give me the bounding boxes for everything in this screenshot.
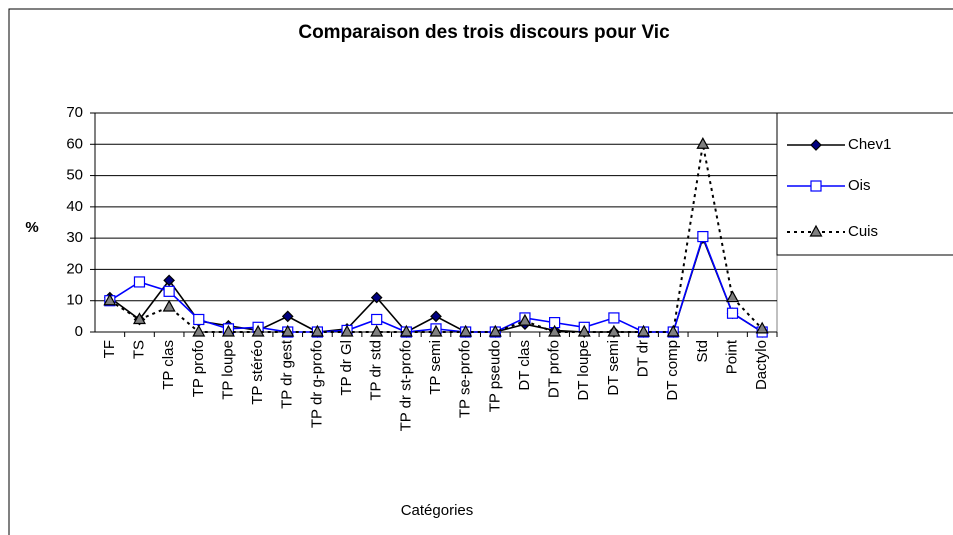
x-tick-label: TP dr std	[368, 340, 385, 401]
data-point	[163, 285, 175, 297]
data-point	[726, 290, 740, 303]
data-point	[193, 313, 205, 326]
data-point	[637, 324, 651, 337]
x-tick-label: TP pseudo	[486, 340, 503, 412]
y-tick-label: 30	[66, 229, 83, 246]
y-tick-label: 70	[66, 104, 83, 121]
x-tick-label: TP profo	[190, 340, 207, 397]
x-tick-label: TP dr gest	[279, 339, 296, 409]
data-point	[488, 324, 502, 337]
x-tick-label: TP loupe	[219, 340, 236, 400]
x-tick-label: TP clas	[160, 340, 177, 390]
data-point	[370, 291, 383, 304]
data-point	[459, 324, 473, 337]
legend-marker	[810, 180, 822, 192]
y-tick-label: 60	[66, 135, 83, 152]
x-tick-label: DT semi	[605, 340, 622, 396]
data-point	[666, 324, 680, 337]
data-point	[103, 293, 117, 306]
x-tick-label: TP stéréo	[249, 340, 266, 405]
data-point	[726, 307, 739, 319]
legend-label: Ois	[848, 177, 871, 194]
chart-title: Comparaison des trois discours pour Vic	[298, 22, 670, 43]
data-point	[370, 324, 384, 337]
y-tick-label: 20	[66, 260, 83, 277]
data-point	[607, 324, 621, 337]
legend-label: Chev1	[848, 136, 891, 153]
y-tick-label: 10	[66, 292, 83, 309]
y-tick-label: 50	[66, 167, 83, 184]
data-point	[132, 312, 146, 325]
y-axis-title: %	[25, 219, 38, 236]
x-tick-label: Std	[694, 340, 711, 363]
y-tick-label: 40	[66, 198, 83, 215]
x-tick-label: TP dr g-profo	[308, 340, 325, 428]
data-point	[518, 313, 532, 326]
x-tick-label: TP dr st-profo	[397, 340, 414, 431]
data-point	[192, 324, 206, 337]
chart-frame	[8, 8, 953, 535]
x-tick-label: Dactylo	[753, 340, 770, 390]
data-point	[281, 324, 295, 337]
data-point	[429, 324, 443, 337]
x-tick-label: DT clas	[516, 340, 533, 391]
x-tick-label: DT loupe	[575, 340, 592, 401]
x-tick-label: TP dr Gl	[338, 340, 355, 396]
x-tick-label: Point	[723, 339, 740, 374]
data-point	[340, 324, 354, 337]
data-point	[577, 324, 591, 337]
data-point	[430, 310, 442, 323]
data-point	[399, 324, 413, 337]
data-point	[281, 310, 294, 323]
x-axis-title: Catégories	[401, 502, 474, 519]
x-tick-label: TF	[101, 340, 118, 358]
data-point	[696, 137, 710, 149]
x-tick-label: DT profo	[546, 340, 563, 398]
data-point	[697, 230, 709, 243]
x-tick-label: DT comp	[664, 340, 681, 401]
x-tick-label: TP se-profo	[457, 340, 474, 418]
data-point	[251, 324, 265, 337]
data-point	[163, 274, 175, 287]
data-point	[310, 324, 324, 337]
y-tick-label: 0	[75, 323, 83, 340]
data-point	[133, 276, 146, 288]
legend-marker	[810, 139, 822, 151]
data-point	[162, 299, 176, 312]
legend-marker	[809, 224, 823, 237]
legend	[776, 112, 953, 256]
data-point	[221, 324, 235, 337]
legend-label: Cuis	[848, 223, 878, 240]
data-point	[548, 324, 562, 337]
x-tick-label: TS	[130, 340, 147, 359]
data-point	[755, 321, 769, 334]
data-point	[371, 313, 383, 326]
x-tick-label: DT dr	[635, 340, 652, 377]
data-point	[608, 312, 620, 324]
x-tick-label: TP semi	[427, 340, 444, 395]
